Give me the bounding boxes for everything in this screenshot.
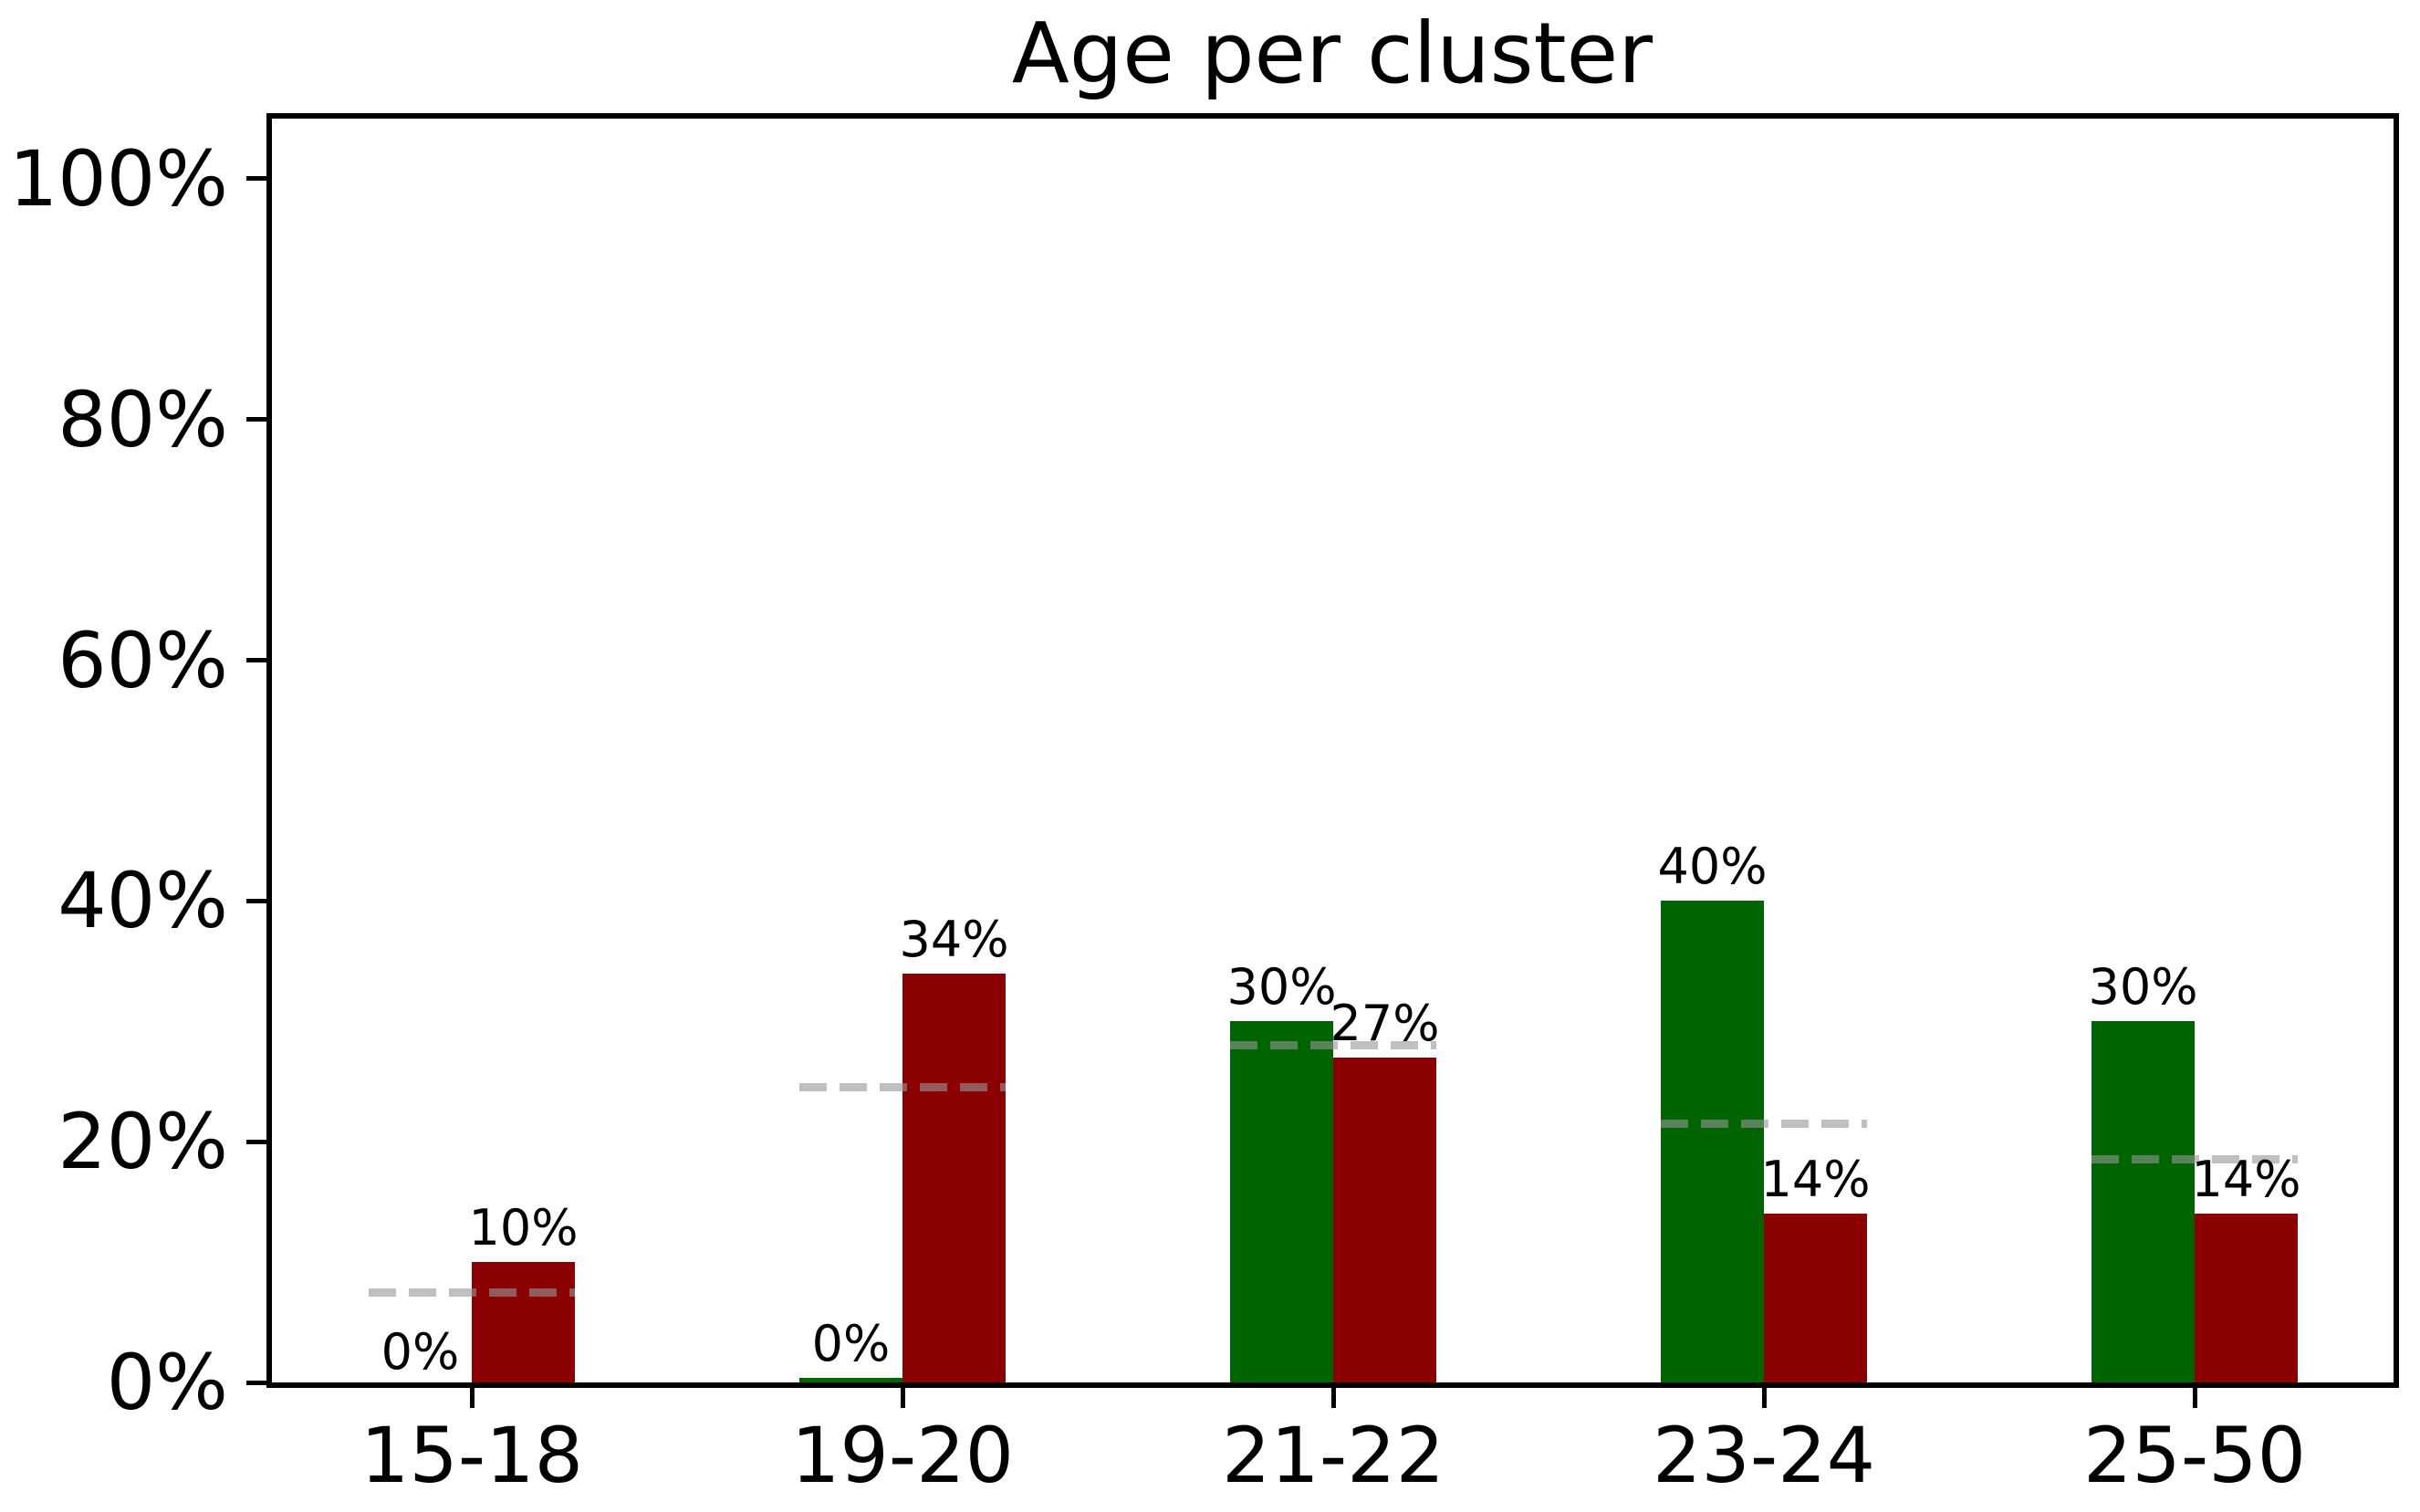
bar-value-label: 10% xyxy=(468,1199,579,1257)
reference-line xyxy=(1230,1041,1436,1050)
bar-value-label: 0% xyxy=(811,1314,891,1372)
bar-value-label: 0% xyxy=(381,1323,460,1381)
y-axis-tick xyxy=(246,1139,266,1144)
bar-value-label: 34% xyxy=(899,910,1009,968)
x-axis-tick xyxy=(900,1388,905,1408)
bar-value-label: 40% xyxy=(1657,838,1768,896)
bar-green xyxy=(2091,1021,2195,1382)
y-axis-tick-label: 100% xyxy=(8,133,228,224)
y-axis-tick xyxy=(246,658,266,663)
reference-line xyxy=(799,1083,1006,1092)
x-axis-tick xyxy=(2192,1388,2197,1408)
bar-green xyxy=(1661,901,1764,1382)
bar-value-label: 27% xyxy=(1330,994,1440,1052)
reference-line xyxy=(369,1288,575,1297)
x-axis-tick-label: 25-50 xyxy=(2082,1411,2307,1500)
bar-red xyxy=(2195,1214,2298,1382)
x-axis-tick xyxy=(1761,1388,1767,1408)
bar-value-label: 14% xyxy=(2191,1151,2301,1209)
reference-line xyxy=(1661,1119,1867,1128)
x-axis-tick-label: 23-24 xyxy=(1652,1411,1876,1500)
bar-red xyxy=(902,973,1006,1382)
bar-red xyxy=(472,1262,575,1382)
bar-red xyxy=(1333,1057,1436,1382)
y-axis-tick-label: 80% xyxy=(57,374,228,464)
plot-area: 0% 20% 40% 60% 80% 100% 15-18 19-20 21-22 23-24 25… xyxy=(9,113,2399,1494)
bar-value-label: 14% xyxy=(1760,1151,1871,1209)
y-axis-tick-label: 60% xyxy=(57,615,228,705)
bar-green xyxy=(1230,1021,1333,1382)
x-axis-tick-label: 21-22 xyxy=(1221,1411,1445,1500)
bar-value-label: 30% xyxy=(1226,958,1337,1017)
x-axis-tick xyxy=(469,1388,475,1408)
y-axis-tick-label: 20% xyxy=(57,1097,228,1187)
x-axis-tick xyxy=(1330,1388,1336,1408)
y-axis-tick xyxy=(246,898,266,903)
y-axis-tick xyxy=(246,417,266,422)
y-axis-tick xyxy=(246,1380,266,1385)
chart-title: Age per cluster xyxy=(1011,5,1653,102)
y-axis-tick-label: 0% xyxy=(106,1338,228,1427)
x-axis-tick-label: 19-20 xyxy=(790,1411,1015,1500)
bar-value-label: 30% xyxy=(2088,958,2198,1017)
x-axis-tick-label: 15-18 xyxy=(360,1411,584,1500)
reference-line xyxy=(2091,1155,2298,1164)
bar-green xyxy=(799,1377,902,1382)
bar-red xyxy=(1764,1214,1867,1382)
y-axis-tick-label: 40% xyxy=(57,856,228,946)
y-axis-tick xyxy=(246,176,266,182)
